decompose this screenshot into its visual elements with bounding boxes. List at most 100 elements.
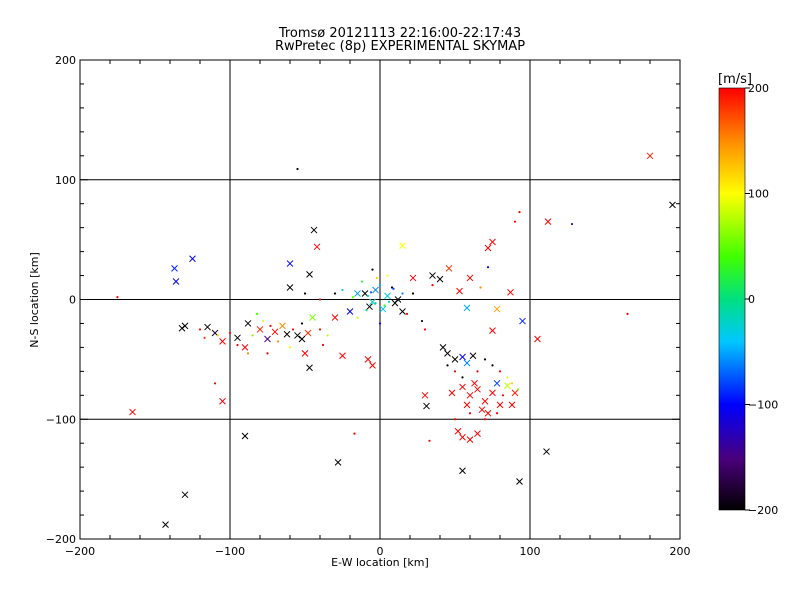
data-point-dot xyxy=(476,370,479,373)
data-point-dot xyxy=(303,292,307,295)
data-point-x xyxy=(474,385,481,393)
data-point-x xyxy=(294,332,301,339)
data-point-dot xyxy=(446,364,449,367)
data-point-x xyxy=(423,402,430,410)
data-point-x xyxy=(463,304,471,312)
data-point-dot xyxy=(318,328,322,331)
data-point-x xyxy=(471,379,478,387)
data-point-x xyxy=(459,433,466,441)
data-point-dot xyxy=(453,370,457,373)
data-point-x xyxy=(171,265,178,272)
data-point-x xyxy=(436,275,444,283)
y-tick-label: −200 xyxy=(46,533,76,546)
data-point-x xyxy=(379,305,387,313)
data-point-dot xyxy=(386,274,389,277)
data-point-dot xyxy=(318,298,322,301)
data-point-x xyxy=(646,152,654,160)
data-point-x xyxy=(439,344,447,351)
data-point-x xyxy=(366,303,373,311)
data-point-x xyxy=(129,408,136,416)
data-point-x xyxy=(493,379,501,387)
data-point-x xyxy=(189,255,196,263)
data-point-x xyxy=(466,274,474,282)
data-point-dot xyxy=(510,382,514,385)
data-point-x xyxy=(162,521,169,528)
data-point-x xyxy=(306,270,313,278)
data-point-x xyxy=(241,344,249,351)
data-point-dot xyxy=(483,418,487,421)
data-point-x xyxy=(369,298,376,306)
data-point-dot xyxy=(405,312,409,315)
data-point-dot xyxy=(501,394,505,397)
data-point-dot xyxy=(516,388,520,391)
data-point-dot xyxy=(390,286,394,289)
data-point-x xyxy=(241,432,249,440)
data-point-x xyxy=(496,401,504,409)
data-point-x xyxy=(511,389,519,397)
data-point-dot xyxy=(378,322,382,325)
data-point-x xyxy=(451,356,459,363)
data-point-x xyxy=(484,244,492,252)
data-point-dot xyxy=(365,309,368,312)
data-point-x xyxy=(508,401,516,409)
data-point-x xyxy=(466,391,474,399)
data-point-x xyxy=(454,427,462,435)
data-point-dot xyxy=(369,291,373,294)
data-point-dot xyxy=(266,352,269,355)
data-point-dot xyxy=(375,276,379,280)
data-point-dot xyxy=(216,334,220,337)
data-point-dot xyxy=(288,346,292,349)
data-point-x xyxy=(172,278,180,285)
data-point-dot xyxy=(341,288,344,292)
data-point-x xyxy=(310,226,318,234)
data-point-x xyxy=(463,401,471,409)
data-point-dot xyxy=(420,319,424,323)
data-point-x xyxy=(489,389,496,397)
data-point-dot xyxy=(483,358,487,361)
data-point-x xyxy=(669,201,676,209)
data-point-x xyxy=(507,288,514,296)
data-point-dot xyxy=(431,284,434,287)
data-point-dot xyxy=(116,296,119,299)
data-point-dot xyxy=(428,439,431,442)
data-point-x xyxy=(339,352,346,360)
axis-ticks: −200 −100 0 100 200 −200 −100 0 100 200 xyxy=(46,54,691,558)
data-point-x xyxy=(489,327,496,334)
chart-title: Tromsø 20121113 22:16:00-22:17:43 xyxy=(278,26,522,41)
data-point-dot xyxy=(261,319,265,323)
data-point-x xyxy=(219,397,226,405)
data-point-x xyxy=(264,335,271,343)
data-point-dot xyxy=(198,328,202,331)
data-point-dot xyxy=(326,334,329,337)
data-point-x xyxy=(459,467,466,475)
data-point-x xyxy=(301,350,309,357)
data-point-x xyxy=(369,362,376,369)
data-point-x xyxy=(421,391,429,399)
data-point-x xyxy=(448,389,456,397)
data-point-x xyxy=(181,322,189,330)
data-point-x xyxy=(456,287,463,295)
data-point-dot xyxy=(392,287,395,290)
data-point-dot xyxy=(411,292,415,295)
colorbar-tick-label: −100 xyxy=(748,399,778,412)
colorbar-tick-label: 0 xyxy=(748,293,755,306)
data-point-dot xyxy=(486,266,490,269)
data-point-x xyxy=(543,448,550,455)
data-point-x xyxy=(489,238,496,246)
data-point-x xyxy=(298,335,306,343)
data-point-x xyxy=(279,322,286,330)
colorbar-tick-label: 200 xyxy=(748,82,769,95)
data-point-dot xyxy=(366,294,370,298)
grid xyxy=(80,60,680,539)
data-point-x xyxy=(331,314,339,321)
data-point-x xyxy=(409,274,417,282)
data-point-x xyxy=(306,364,313,372)
data-point-x xyxy=(445,265,453,272)
colorbar-tick-label: −200 xyxy=(748,504,778,517)
data-point-x xyxy=(313,243,321,251)
colorbar-label: [m/s] xyxy=(718,72,752,87)
data-point-dot xyxy=(378,284,382,287)
data-point-x xyxy=(544,218,552,226)
data-point-dot xyxy=(626,312,629,315)
